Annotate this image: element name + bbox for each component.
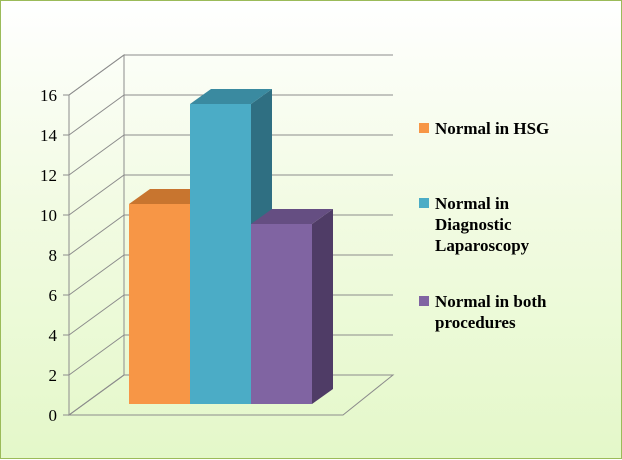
y-tick-label: 12 (40, 166, 57, 185)
legend-label: Normal in (435, 194, 510, 213)
legend-item-1: Normal in HSG (419, 119, 549, 138)
bar-3 (251, 209, 333, 404)
legend: Normal in HSG Normal in Diagnostic Laparosc… (419, 119, 549, 332)
legend-label: Laparoscopy (435, 236, 530, 255)
y-tick-label: 4 (49, 326, 58, 345)
bar-top (190, 89, 272, 104)
legend-label: Normal in HSG (435, 119, 549, 138)
y-tick-label: 8 (49, 246, 58, 265)
y-tick-label: 2 (49, 366, 58, 385)
bar-side (312, 209, 333, 404)
gridline (68, 54, 393, 96)
legend-label: Diagnostic (435, 215, 512, 234)
bar-front (251, 224, 312, 404)
legend-label: procedures (435, 313, 516, 332)
y-tick-label: 6 (49, 286, 58, 305)
bar-front (129, 204, 190, 404)
y-tick-label: 14 (40, 126, 58, 145)
y-tick-label: 16 (40, 86, 57, 105)
bar-top (251, 209, 333, 224)
legend-item-2: Normal in Diagnostic Laparoscopy (419, 194, 530, 255)
legend-label: Normal in both (435, 292, 547, 311)
bar-front (190, 104, 251, 404)
gridline (68, 174, 393, 216)
legend-swatch (419, 296, 429, 306)
y-tick-label: 0 (49, 406, 58, 425)
y-axis-ticks: 0 2 4 6 8 10 12 14 16 (40, 86, 70, 425)
gridlines (68, 54, 393, 416)
bars (129, 89, 333, 404)
legend-swatch (419, 123, 429, 133)
y-tick-label: 10 (40, 206, 57, 225)
legend-item-3: Normal in both procedures (419, 292, 547, 332)
gridline (68, 94, 393, 136)
legend-swatch (419, 198, 429, 208)
gridline (68, 134, 393, 176)
